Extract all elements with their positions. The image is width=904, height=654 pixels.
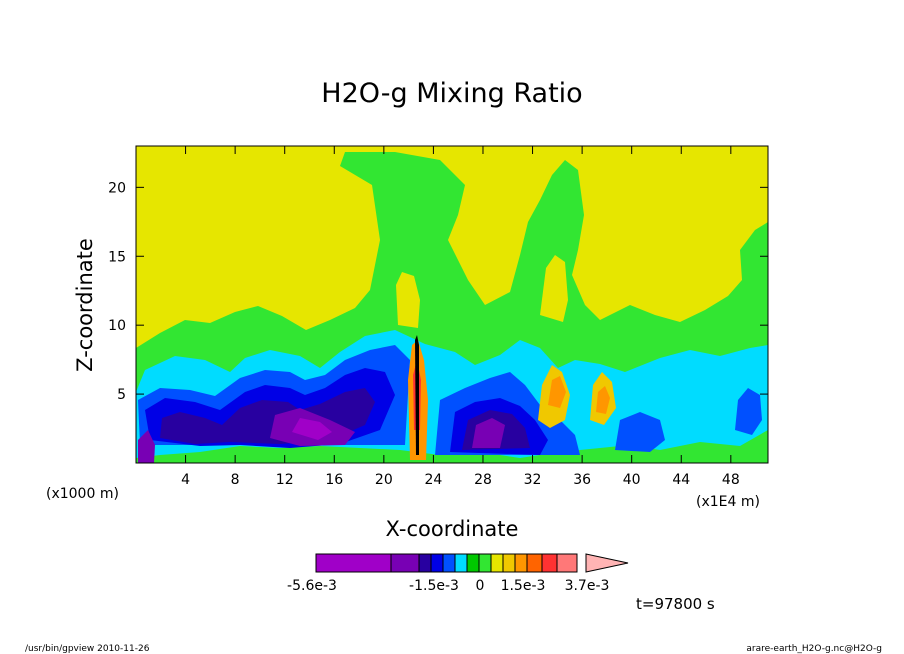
tick-marks (136, 146, 768, 463)
colorbar-swatch (556, 553, 578, 573)
x-tick-label: 4 (181, 472, 190, 488)
colorbar-swatch (541, 553, 558, 573)
time-label: t=97800 s (636, 595, 715, 613)
colorbar-swatch (514, 553, 528, 573)
contour-field (136, 146, 768, 463)
x-tick-label: 28 (474, 472, 492, 488)
colorbar-swatch (478, 553, 492, 573)
y-tick-label: 15 (108, 249, 126, 265)
x-tick-label: 8 (231, 472, 240, 488)
x-axis-label: X-coordinate (386, 517, 519, 541)
colorbar-swatch (454, 553, 468, 573)
colorbar-swatch (466, 553, 480, 573)
blue-band-right (615, 412, 665, 452)
colorbar-label-pos: 1.5e-3 (501, 578, 546, 594)
x-tick-label: 48 (722, 472, 740, 488)
x-tick-label: 40 (623, 472, 641, 488)
y-tick-label: 5 (117, 387, 126, 403)
colorbar-label-neg: -1.5e-3 (409, 578, 459, 594)
violet-core-mid (472, 418, 505, 448)
yellow-island-right (540, 255, 568, 322)
footer-left: /usr/bin/gpview 2010-11-26 (25, 644, 150, 654)
y-tick-label: 20 (108, 180, 126, 196)
colorbar-label-min: -5.6e-3 (287, 578, 337, 594)
x-tick-label: 32 (524, 472, 542, 488)
x-tick-labels: 4 8 12 16 20 24 28 32 36 40 44 48 (181, 472, 740, 488)
x-tick-label: 24 (424, 472, 442, 488)
colorbar-label-zero: 0 (476, 578, 485, 594)
y-axis-label: Z-coordinate (73, 238, 97, 372)
magenta-core-left (292, 418, 332, 440)
footer-right: arare-earth_H2O-g.nc@H2O-g (746, 644, 882, 654)
yellow-island-left (396, 272, 420, 328)
colorbar-swatch (502, 553, 516, 573)
violet-core-corner (138, 430, 155, 463)
orange-plume-right (596, 386, 610, 414)
colorbar-label-max: 3.7e-3 (565, 578, 610, 594)
colorbar-swatch (390, 553, 420, 573)
colorbar-swatch (418, 553, 432, 573)
x-tick-label: 12 (276, 472, 294, 488)
x-scale-note: (x1E4 m) (696, 494, 760, 510)
x-tick-label: 44 (672, 472, 690, 488)
plot-frame (135, 145, 769, 464)
colorbar (315, 553, 578, 573)
colorbar-swatch (442, 553, 456, 573)
colorbar-swatch (490, 553, 504, 573)
dark-streak-center (415, 335, 419, 455)
x-unit-label: (x1000 m) (46, 486, 119, 502)
y-tick-label: 10 (108, 318, 126, 334)
colorbar-arrow (585, 553, 629, 573)
x-tick-label: 20 (375, 472, 393, 488)
blue-blob-farright (735, 388, 762, 435)
colorbar-swatch (430, 553, 444, 573)
x-tick-label: 16 (325, 472, 343, 488)
colorbar-swatch (526, 553, 543, 573)
y-tick-labels: 5 10 15 20 (108, 180, 126, 403)
colorbar-swatch (315, 553, 392, 573)
orange-plume-mid (548, 376, 566, 408)
chart-title: H2O-g Mixing Ratio (321, 78, 582, 109)
x-tick-label: 36 (573, 472, 591, 488)
